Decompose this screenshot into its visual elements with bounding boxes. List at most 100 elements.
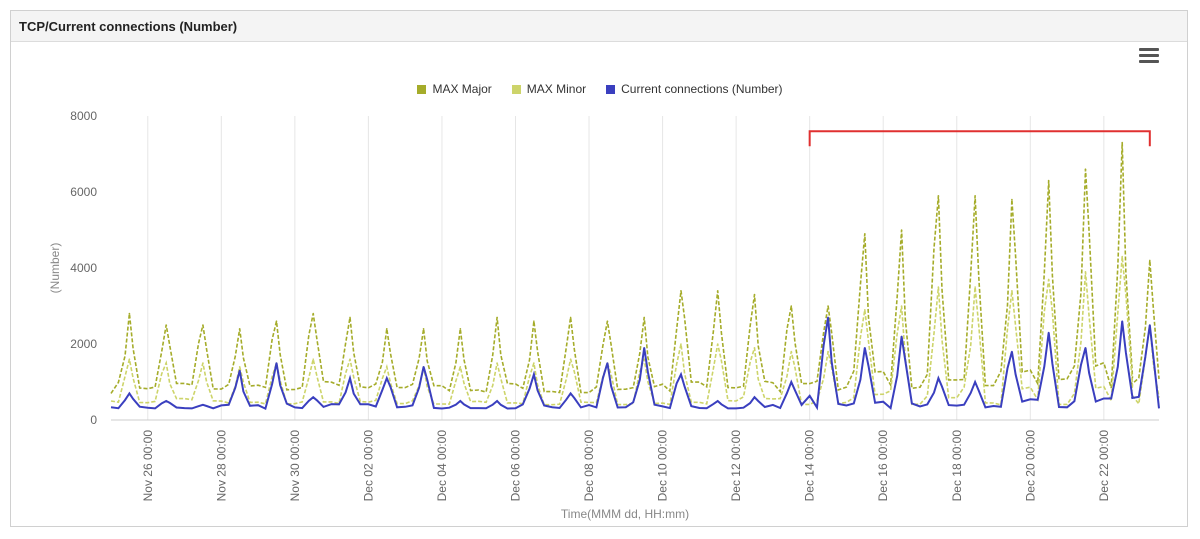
chart-panel: TCP/Current connections (Number) MAX Maj… [10, 10, 1188, 527]
data-point [974, 286, 976, 288]
data-point [716, 290, 719, 292]
legend-label: MAX Minor [526, 82, 587, 96]
highlight-bracket [808, 130, 1151, 147]
data-point [864, 347, 866, 349]
data-point [496, 362, 498, 364]
x-tick-label: Nov 28 00:00 [214, 430, 228, 502]
data-point [349, 358, 351, 361]
data-point [202, 404, 204, 406]
data-point [1121, 141, 1124, 144]
data-point [238, 366, 241, 368]
data-point [459, 366, 462, 368]
data-point [827, 305, 829, 307]
data-point [128, 358, 131, 361]
data-point [790, 305, 793, 307]
data-point [1121, 255, 1124, 258]
legend-swatch-icon [417, 84, 427, 94]
line-chart: Nov 26 00:00 Nov 28 00:00 Nov 30 00:00 Dec … [48, 109, 1160, 521]
data-point [459, 328, 462, 330]
data-point [1047, 179, 1050, 182]
data-point [643, 316, 645, 319]
legend-swatch-icon [511, 84, 521, 94]
data-point [1084, 168, 1087, 170]
legend-item-max-major[interactable]: MAX Major [417, 82, 492, 96]
x-tick-label: Nov 26 00:00 [141, 430, 155, 502]
data-point [680, 373, 682, 376]
x-tick-label: Nov 30 00:00 [288, 430, 302, 502]
data-point [1047, 331, 1050, 334]
data-point [312, 312, 315, 315]
data-point [165, 324, 167, 326]
data-point [422, 366, 425, 368]
x-tick-label: Dec 04 00:00 [435, 430, 449, 502]
data-point [385, 328, 388, 330]
data-point [1011, 290, 1013, 292]
x-tick-label: Dec 18 00:00 [950, 430, 964, 502]
data-point [275, 320, 278, 323]
data-point [422, 328, 425, 330]
x-tick-label: Dec 06 00:00 [508, 430, 522, 502]
data-point [385, 366, 388, 368]
data-point [900, 305, 903, 307]
data-point [128, 312, 131, 315]
legend-item-max-minor[interactable]: MAX Minor [511, 82, 587, 96]
data-point [753, 396, 756, 399]
data-point [606, 320, 609, 323]
chart-legend: MAX Major MAX Minor Current connections … [11, 82, 1189, 96]
data-point [312, 358, 315, 361]
data-point [1047, 278, 1050, 281]
panel-title: TCP/Current connections (Number) [11, 11, 1187, 42]
x-tick-label: Dec 16 00:00 [876, 430, 890, 502]
data-point [202, 362, 204, 364]
data-point [496, 400, 498, 402]
data-point [202, 324, 204, 326]
data-point [864, 309, 866, 311]
data-point [680, 343, 682, 345]
data-point [1084, 271, 1087, 273]
legend-item-current-connections[interactable]: Current connections (Number) [606, 82, 783, 96]
series-line-0 [110, 142, 1160, 394]
data-point [1084, 347, 1087, 349]
data-point [827, 350, 829, 353]
x-tick-label: Dec 22 00:00 [1097, 430, 1111, 502]
y-tick-label: 8000 [70, 109, 97, 123]
data-point [569, 392, 572, 395]
data-point [312, 396, 315, 399]
y-tick-label: 4000 [70, 261, 97, 275]
data-point [974, 195, 976, 197]
data-point [496, 316, 498, 319]
x-tick-label: Dec 02 00:00 [361, 430, 375, 502]
series-line-2 [110, 317, 1160, 411]
data-point [937, 377, 940, 380]
data-point [753, 347, 756, 349]
data-point [165, 362, 167, 364]
data-point [238, 328, 241, 330]
data-point [238, 369, 241, 372]
data-point [974, 381, 976, 383]
legend-label: MAX Major [432, 82, 492, 96]
data-point [680, 290, 682, 292]
legend-swatch-icon [606, 84, 616, 94]
x-axis-title: Time(MMM dd, HH:mm) [561, 507, 689, 521]
legend-label: Current connections (Number) [621, 82, 783, 96]
data-point [1011, 198, 1013, 201]
chart-menu-icon[interactable] [1139, 48, 1159, 66]
data-point [716, 400, 719, 402]
y-tick-label: 6000 [70, 185, 97, 199]
data-point [569, 316, 572, 319]
data-point [533, 362, 535, 364]
x-tick-label: Dec 20 00:00 [1023, 430, 1037, 502]
data-point [275, 362, 278, 364]
data-point [1149, 324, 1151, 326]
data-point [533, 320, 535, 323]
y-tick-label: 0 [90, 413, 97, 427]
data-point [900, 229, 903, 231]
data-point [385, 377, 388, 380]
data-point [716, 343, 719, 345]
data-point [643, 347, 645, 349]
data-point [827, 316, 829, 319]
data-point [790, 350, 793, 353]
data-point [643, 358, 645, 361]
data-point [864, 233, 866, 235]
data-point [937, 286, 940, 288]
